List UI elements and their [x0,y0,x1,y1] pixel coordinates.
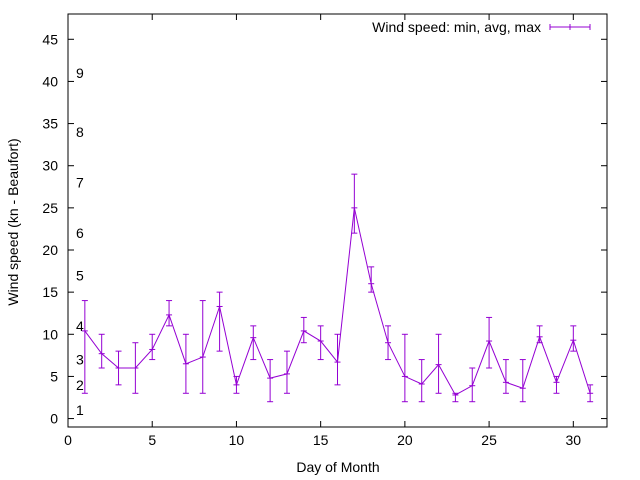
error-bar [334,333,341,386]
y-tick-label: 20 [42,242,58,258]
error-bar [502,359,509,394]
error-bar [233,375,240,394]
beaufort-label: 8 [76,124,84,140]
beaufort-label: 2 [76,377,84,393]
x-tick-label: 30 [566,432,582,448]
x-tick-label: 10 [229,432,245,448]
x-tick-label: 0 [64,432,72,448]
beaufort-label: 7 [76,175,84,191]
y-tick-label: 0 [50,411,58,427]
error-bar [536,325,543,344]
error-bar [452,392,459,403]
error-bar [81,300,88,394]
error-bar [351,173,358,234]
beaufort-label: 1 [76,402,84,418]
legend-label: Wind speed: min, avg, max [372,19,541,35]
y-tick-label: 25 [42,200,58,216]
error-bar [469,367,476,403]
error-bar [385,325,392,361]
error-bar [418,359,425,403]
error-bar [166,300,173,327]
y-tick-label: 40 [42,73,58,89]
x-tick-label: 20 [397,432,413,448]
error-bar [98,333,105,369]
error-bar [250,325,257,361]
y-tick-label: 30 [42,158,58,174]
beaufort-label: 9 [76,65,84,81]
x-tick-label: 25 [481,432,497,448]
error-bar [300,316,307,344]
error-bar [486,316,493,369]
x-tick-label: 15 [313,432,329,448]
error-bar [401,333,408,403]
y-tick-label: 10 [42,326,58,342]
error-bar [435,333,442,394]
y-tick-label: 15 [42,284,58,300]
error-bar [283,350,290,394]
y-tick-label: 45 [42,31,58,47]
beaufort-label: 4 [76,318,84,334]
error-bar [216,291,223,352]
beaufort-label: 3 [76,352,84,368]
error-bar [553,375,560,394]
error-bar [132,342,139,394]
error-bar [368,266,375,293]
plot-frame [67,13,608,428]
beaufort-label: 6 [76,225,84,241]
error-bar [267,359,274,403]
error-bar [149,333,156,361]
y-tick-label: 35 [42,116,58,132]
error-bar [115,350,122,386]
y-axis-label: Wind speed (kn - Beaufort) [5,138,21,305]
y-tick-label: 5 [50,368,58,384]
error-bar [199,300,206,394]
error-bar [570,325,577,352]
error-bar [519,359,526,403]
x-tick-label: 5 [148,432,156,448]
error-bar [317,325,324,361]
error-bar [182,333,189,394]
beaufort-label: 5 [76,267,84,283]
error-bar [587,384,594,403]
x-axis-label: Day of Month [296,459,379,475]
